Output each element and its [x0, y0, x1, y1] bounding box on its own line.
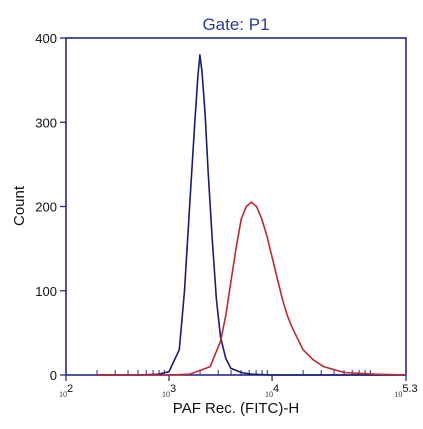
x-tick-base: 10 [265, 390, 273, 399]
series-line-2 [96, 201, 407, 376]
x-tick-label: 103 [162, 383, 176, 399]
x-tick-exponent: 3 [170, 383, 176, 395]
series-lines [96, 54, 407, 376]
x-tick-label: 105.3 [394, 383, 417, 399]
y-tick-label: 300 [35, 115, 57, 130]
y-tick-label: 400 [35, 31, 57, 46]
series-line-1 [96, 54, 406, 376]
y-tick-label: 200 [35, 200, 57, 215]
x-tick-base: 10 [394, 390, 402, 399]
chart-title: Gate: P1 [202, 15, 269, 34]
x-axis-label: PAF Rec. (FITC)-H [173, 400, 299, 417]
x-tick-base: 10 [162, 390, 170, 399]
x-tick-exponent: 2 [67, 383, 73, 395]
y-axis-ticks: 0 100 200 300 400 [35, 31, 66, 383]
x-tick-label: 102 [59, 383, 73, 399]
y-tick-label: 0 [50, 368, 57, 383]
x-axis-minor-ticks [96, 370, 371, 375]
y-tick-label: 100 [35, 284, 57, 299]
x-tick-label: 104 [265, 383, 279, 399]
y-axis-label: Count [11, 185, 28, 226]
x-tick-exponent: 5.3 [402, 383, 417, 395]
plot-frame [65, 37, 407, 376]
x-tick-base: 10 [59, 390, 67, 399]
x-axis-ticks: 102 103 104 105.3 [59, 375, 418, 399]
x-tick-exponent: 4 [273, 383, 279, 395]
